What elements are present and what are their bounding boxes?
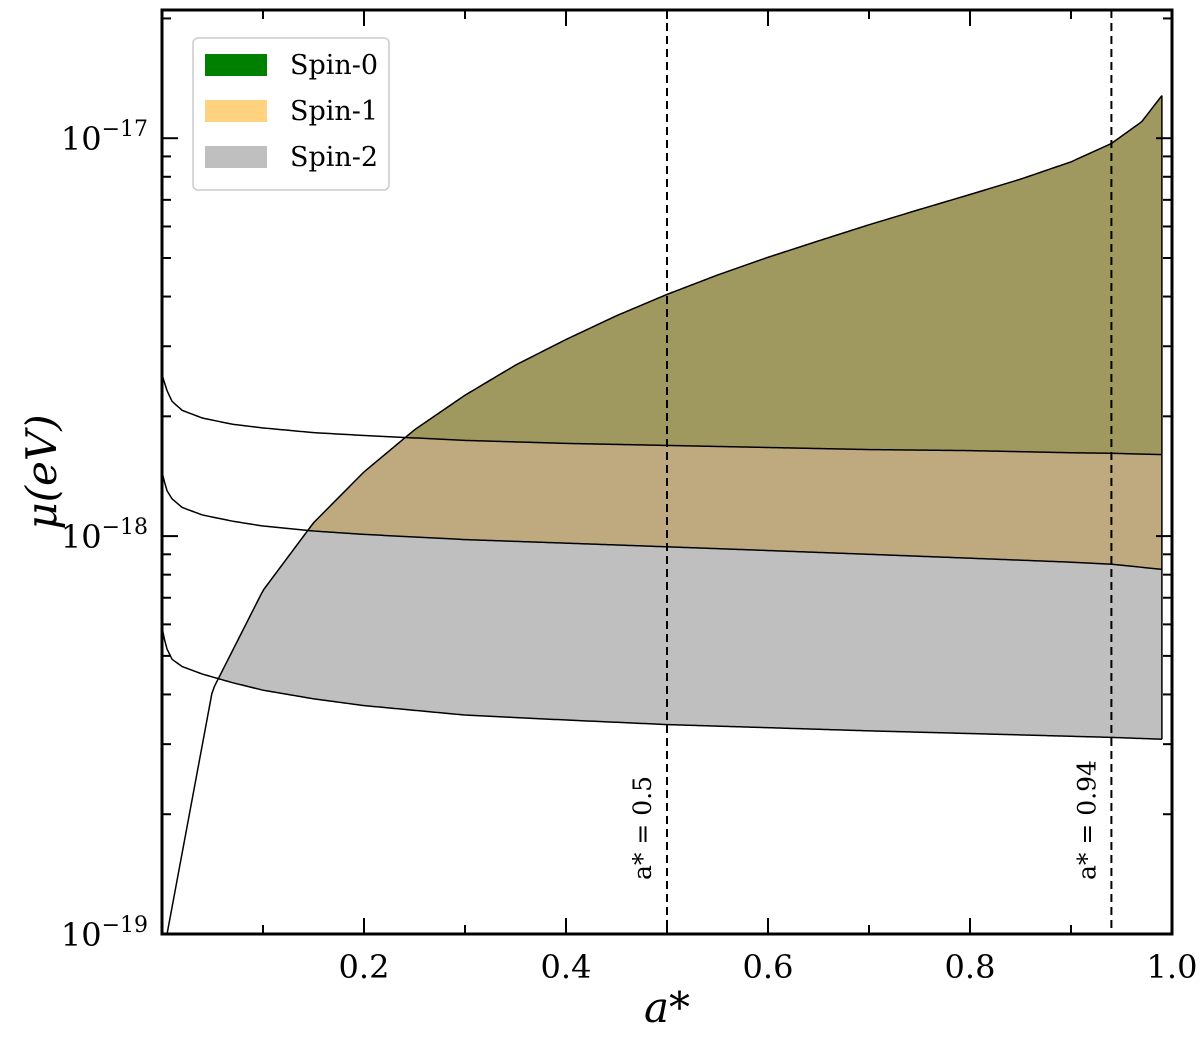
spin2-lower-curve xyxy=(162,627,1162,740)
upper-boundary-curve xyxy=(166,95,1163,934)
vline-label-0.5: a* = 0.5 xyxy=(628,776,657,880)
y-tick-label: 10−17 xyxy=(61,117,148,158)
y-tick-labels: 10−19 10−18 10−17 xyxy=(61,117,148,954)
y-tick-label: 10−19 xyxy=(61,913,148,954)
spin0-lower-curve xyxy=(162,374,1162,456)
x-axis-label: a* xyxy=(644,983,690,1032)
y-tick-label: 10−18 xyxy=(61,515,148,556)
spin1-lower-curve xyxy=(162,471,1162,571)
vertical-reference-lines: a* = 0.5 a* = 0.94 xyxy=(628,10,1113,934)
x-tick-labels: 0.2 0.4 0.6 0.8 1.0 xyxy=(339,948,1198,986)
spin-regions xyxy=(219,95,1162,740)
legend-swatch-spin-1 xyxy=(205,100,267,122)
plot-frame xyxy=(160,8,1174,936)
x-tick-label: 0.2 xyxy=(339,948,390,986)
legend: Spin-0 Spin-1 Spin-2 xyxy=(192,37,390,191)
legend-swatch-spin-0 xyxy=(205,54,267,76)
x-tick-label: 0.6 xyxy=(743,948,794,986)
x-tick-label: 1.0 xyxy=(1147,948,1198,986)
curves xyxy=(162,95,1163,934)
legend-label-spin-0: Spin-0 xyxy=(290,50,378,81)
region-spin-2 xyxy=(219,95,1162,740)
legend-swatch-spin-2 xyxy=(205,146,267,168)
legend-label-spin-2: Spin-2 xyxy=(290,142,378,173)
legend-label-spin-1: Spin-1 xyxy=(290,96,378,127)
y-axis-label: μ(eV) xyxy=(17,414,66,529)
x-tick-label: 0.8 xyxy=(945,948,996,986)
x-tick-label: 0.4 xyxy=(541,948,592,986)
vline-label-0.94: a* = 0.94 xyxy=(1072,760,1101,880)
